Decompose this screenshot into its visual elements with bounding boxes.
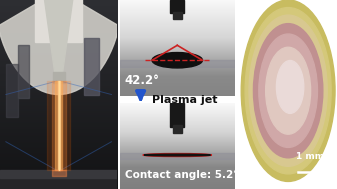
- Circle shape: [253, 24, 323, 158]
- Bar: [0, 170, 117, 178]
- Text: Plasma jet: Plasma jet: [152, 95, 218, 105]
- Polygon shape: [44, 0, 73, 76]
- Bar: [53, 72, 64, 83]
- Bar: [120, 60, 235, 67]
- Circle shape: [266, 47, 311, 134]
- Bar: [171, 103, 184, 127]
- Bar: [173, 12, 182, 19]
- Circle shape: [241, 0, 335, 181]
- Bar: [6, 64, 18, 117]
- Ellipse shape: [143, 153, 212, 156]
- Ellipse shape: [152, 53, 203, 68]
- Bar: [173, 125, 182, 133]
- Wedge shape: [0, 0, 119, 94]
- Bar: [171, 0, 184, 13]
- Bar: [120, 153, 235, 159]
- Text: Contact angle: 5.2°: Contact angle: 5.2°: [125, 170, 238, 180]
- Bar: [35, 0, 82, 42]
- Bar: [18, 45, 29, 98]
- Text: 1 mm: 1 mm: [296, 152, 324, 161]
- Circle shape: [276, 60, 304, 113]
- Circle shape: [259, 34, 317, 147]
- Circle shape: [245, 8, 331, 174]
- Circle shape: [249, 15, 327, 166]
- Text: 42.2°: 42.2°: [125, 74, 159, 87]
- Ellipse shape: [144, 154, 211, 156]
- Bar: [0, 174, 117, 189]
- Bar: [85, 38, 98, 94]
